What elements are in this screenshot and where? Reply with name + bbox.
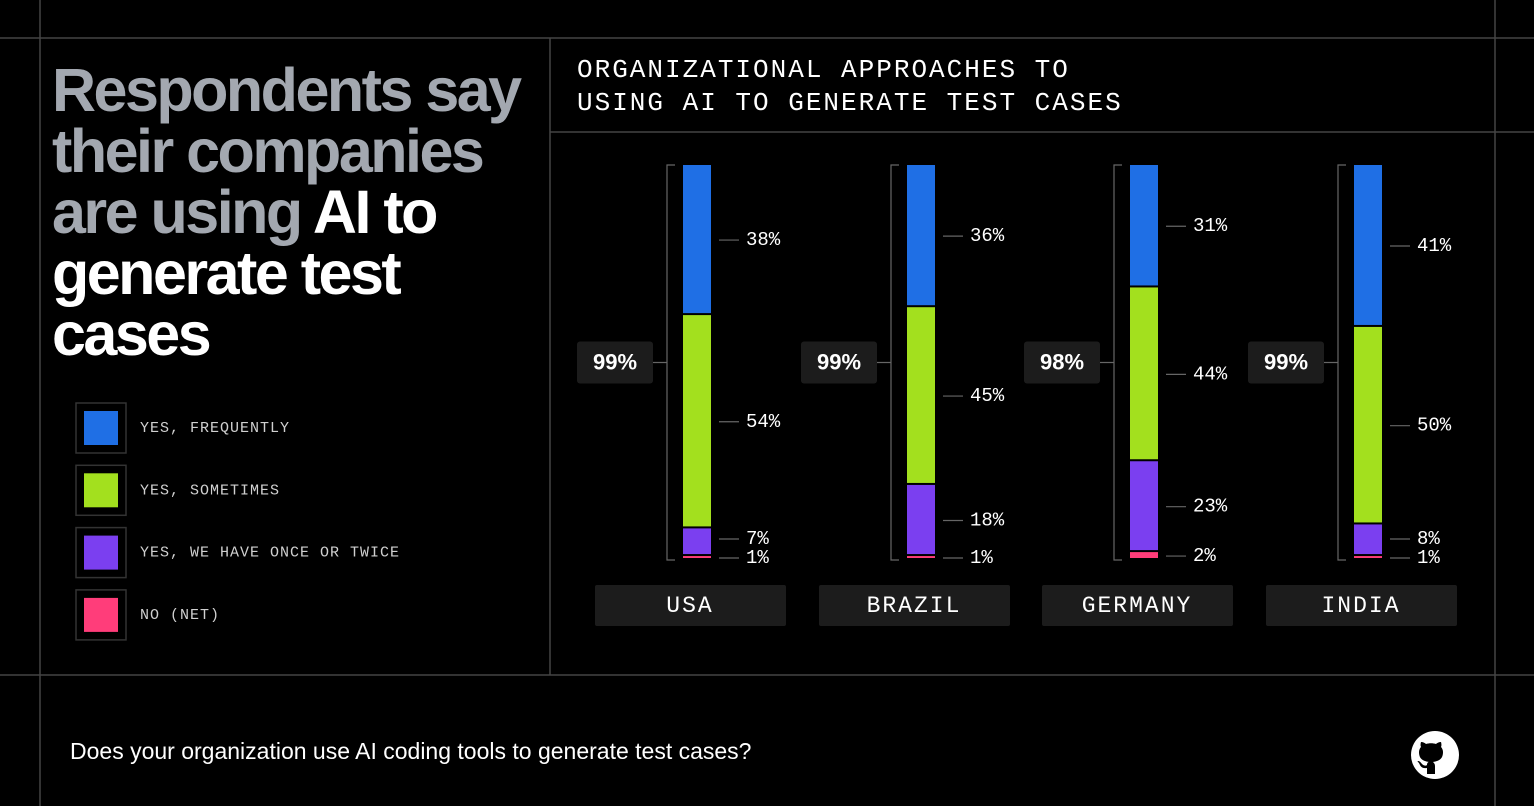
legend-label: YES, WE HAVE ONCE OR TWICE	[140, 545, 400, 562]
headline-muted: Respondents say their companies are usin…	[52, 56, 522, 246]
category-box	[595, 585, 786, 626]
bar-segment	[1354, 165, 1382, 325]
bracket	[1324, 164, 1346, 561]
value-label: 2%	[1193, 545, 1216, 567]
total-label: 99%	[1264, 349, 1308, 374]
bracket	[653, 164, 675, 561]
legend-label: YES, SOMETIMES	[140, 482, 280, 499]
bar-segment	[1130, 165, 1158, 286]
github-logo	[1411, 731, 1459, 779]
legend-swatch	[84, 535, 118, 570]
legend-label: NO (NET)	[140, 607, 220, 624]
legend-swatch	[84, 473, 118, 508]
category-label: USA	[666, 593, 713, 619]
category-box	[1042, 585, 1233, 626]
chart-title: ORGANIZATIONAL APPROACHES TO USING AI TO…	[577, 55, 1123, 118]
bar-segment	[1130, 287, 1158, 460]
category-label: INDIA	[1321, 593, 1400, 619]
bar-segment	[683, 528, 711, 555]
legend-box	[75, 526, 127, 579]
bar-segment	[907, 307, 935, 483]
value-label: 1%	[970, 547, 993, 569]
bar-segment	[683, 165, 711, 314]
legend-box	[75, 402, 127, 454]
bar-segment	[683, 556, 711, 558]
legend-label: YES, FREQUENTLY	[140, 420, 290, 437]
bar-segment	[1354, 326, 1382, 523]
value-label: 38%	[746, 229, 781, 251]
bracket	[1100, 164, 1122, 561]
value-label: 7%	[746, 528, 769, 550]
total-box	[1024, 341, 1100, 384]
total-label: 99%	[817, 349, 861, 374]
bar-segment	[1354, 556, 1382, 558]
footer-question: Does your organization use AI coding too…	[70, 738, 752, 764]
bar-segment	[683, 315, 711, 527]
value-label: 44%	[1193, 363, 1228, 385]
value-label: 8%	[1417, 528, 1440, 550]
bar-segment	[907, 484, 935, 555]
value-label: 45%	[970, 385, 1005, 407]
category-box	[819, 585, 1010, 626]
total-label: 98%	[1040, 349, 1084, 374]
total-box	[801, 341, 877, 384]
bracket	[877, 164, 899, 561]
category-label: BRAZIL	[867, 593, 962, 619]
value-label: 31%	[1193, 215, 1228, 237]
total-label: 99%	[593, 349, 637, 374]
value-label: 54%	[746, 411, 781, 433]
value-label: 1%	[746, 547, 769, 569]
bar-segment	[907, 165, 935, 306]
category-box	[1266, 585, 1457, 626]
value-label: 18%	[970, 510, 1005, 532]
total-box	[577, 341, 653, 384]
bar-segment	[1130, 461, 1158, 551]
legend-box	[75, 589, 127, 641]
headline: Respondents say their companies are usin…	[52, 60, 552, 365]
headline-highlight: AI to generate test cases	[52, 178, 438, 368]
legend-box	[75, 464, 127, 517]
category-label: GERMANY	[1082, 593, 1193, 619]
value-label: 41%	[1417, 235, 1452, 257]
bar-segment	[1130, 552, 1158, 558]
legend-swatch	[84, 411, 118, 445]
bar-segment	[907, 556, 935, 558]
value-label: 23%	[1193, 496, 1228, 518]
total-box	[1248, 341, 1324, 384]
value-label: 1%	[1417, 547, 1440, 569]
value-label: 50%	[1417, 415, 1452, 437]
legend-swatch	[84, 597, 118, 632]
bar-segment	[1354, 524, 1382, 555]
value-label: 36%	[970, 225, 1005, 247]
